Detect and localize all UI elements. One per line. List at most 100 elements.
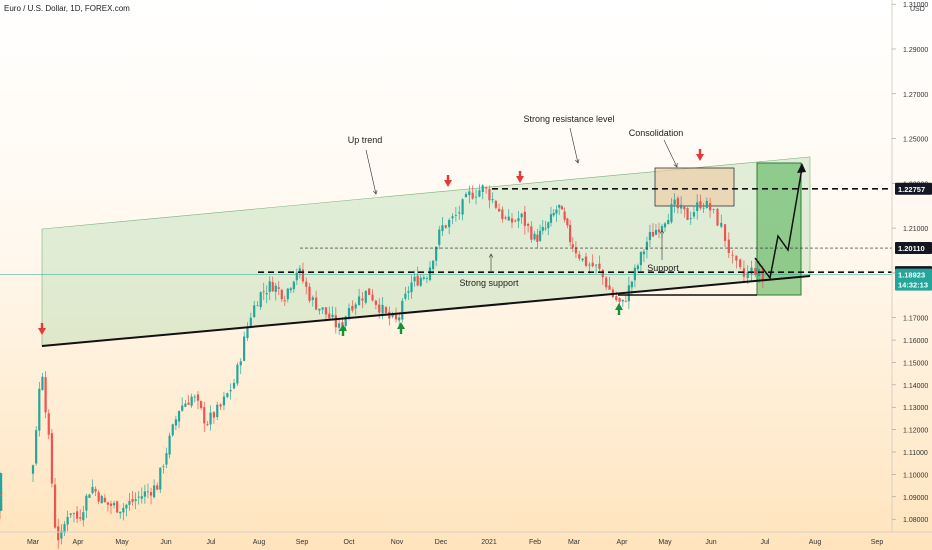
candle-body xyxy=(547,222,550,229)
green-up-arrow-stem xyxy=(399,328,403,334)
time-tick-label: Oct xyxy=(344,539,355,546)
candle-body xyxy=(578,254,581,259)
candle-body xyxy=(106,502,110,505)
candle-body xyxy=(645,241,649,250)
candle-body xyxy=(686,208,689,220)
time-axis[interactable]: Mar Apr May Jun Jul Aug Sep Oct Nov Dec 2021 Feb Mar… xyxy=(27,539,883,546)
red-down-arrow xyxy=(444,180,452,187)
candle-body xyxy=(451,216,454,219)
red-down-arrow-stem xyxy=(698,149,702,155)
candle-body xyxy=(35,430,38,464)
candle-body xyxy=(544,228,547,230)
price-label-box xyxy=(895,268,932,281)
candle-body xyxy=(673,199,676,205)
consolidation-pointer-head xyxy=(673,162,678,168)
candle-body xyxy=(504,217,507,219)
candle-body xyxy=(109,503,113,506)
candle-body xyxy=(401,300,404,320)
candle-body xyxy=(334,315,337,328)
candle-body xyxy=(187,402,190,405)
candle-body xyxy=(262,291,265,293)
candle-body xyxy=(391,313,394,317)
candle-body xyxy=(591,262,594,267)
candle-body xyxy=(538,230,542,241)
candle-body xyxy=(253,305,256,318)
candle-body xyxy=(608,285,611,290)
candle-body xyxy=(91,486,94,494)
candle-body xyxy=(361,298,364,301)
time-tick-label: 2021 xyxy=(481,539,497,546)
candle-body xyxy=(507,216,510,221)
candle-body xyxy=(739,259,742,268)
candle-body xyxy=(308,286,311,301)
price-label-text: 1.22757 xyxy=(898,185,925,194)
price-label-text: 1.18923 xyxy=(898,271,925,280)
candle-body xyxy=(560,206,564,210)
candle-body xyxy=(642,251,646,255)
candle-body xyxy=(558,204,561,208)
candle-body xyxy=(594,264,598,266)
candle-body xyxy=(510,218,514,223)
consolidation-box xyxy=(654,167,735,207)
time-tick-label: Aug xyxy=(253,539,266,546)
red-down-arrow-stem xyxy=(446,175,450,181)
projection-path xyxy=(754,167,803,280)
candle-body xyxy=(265,293,268,295)
candle-body xyxy=(184,403,187,407)
candle-body xyxy=(271,282,274,292)
candle-body xyxy=(125,504,128,509)
candle-body xyxy=(689,218,692,220)
candle-body xyxy=(149,492,153,496)
red-down-arrow-stem xyxy=(518,171,522,177)
candle-body xyxy=(555,209,558,214)
candle-body xyxy=(527,223,530,226)
candle-body xyxy=(72,513,76,514)
candle-body xyxy=(541,227,544,231)
candle-body xyxy=(347,308,351,319)
candle-body xyxy=(88,494,91,498)
candle-body xyxy=(621,299,624,302)
candle-body xyxy=(663,223,667,228)
candle-body xyxy=(203,407,206,424)
candle-body xyxy=(727,239,730,253)
candle-body xyxy=(481,185,484,192)
candle-body xyxy=(454,215,457,216)
candle-body xyxy=(458,212,461,214)
time-tick-label: Feb xyxy=(529,539,541,546)
price-tick-label: 1.21000 xyxy=(903,226,928,233)
price-label-box xyxy=(895,182,932,195)
candle-body xyxy=(705,200,708,208)
candle-body xyxy=(448,219,451,228)
candle-body xyxy=(485,187,488,189)
candle-body xyxy=(514,220,517,222)
candle-body xyxy=(651,231,655,237)
candle-body xyxy=(79,517,82,519)
candle-body xyxy=(229,390,232,392)
candle-body xyxy=(754,268,757,275)
price-axis[interactable]: 1.310001.290001.270001.250001.230001.210… xyxy=(0,0,932,533)
candle-body xyxy=(57,526,60,541)
candle-body xyxy=(315,297,318,310)
candle-body xyxy=(468,191,471,196)
candles xyxy=(0,184,764,549)
strong-support-label: Strong support xyxy=(459,278,519,288)
candle-body xyxy=(256,305,259,307)
candle-body xyxy=(292,281,295,290)
candle-body xyxy=(410,282,413,293)
candle-body xyxy=(146,491,150,493)
candle-body xyxy=(116,501,119,513)
time-tick-label: Aug xyxy=(809,539,822,546)
support-label: Support xyxy=(647,263,679,273)
price-tick-label: 1.10000 xyxy=(903,472,928,479)
target-box xyxy=(756,162,802,296)
candle-body xyxy=(174,419,177,426)
candle-body xyxy=(581,258,584,261)
support-trendline xyxy=(41,275,811,347)
candle-body xyxy=(435,246,438,261)
candle-body xyxy=(226,393,229,398)
red-down-arrow xyxy=(696,154,704,161)
candle-body xyxy=(76,511,79,519)
candle-body xyxy=(696,202,699,212)
candle-body xyxy=(321,307,324,310)
